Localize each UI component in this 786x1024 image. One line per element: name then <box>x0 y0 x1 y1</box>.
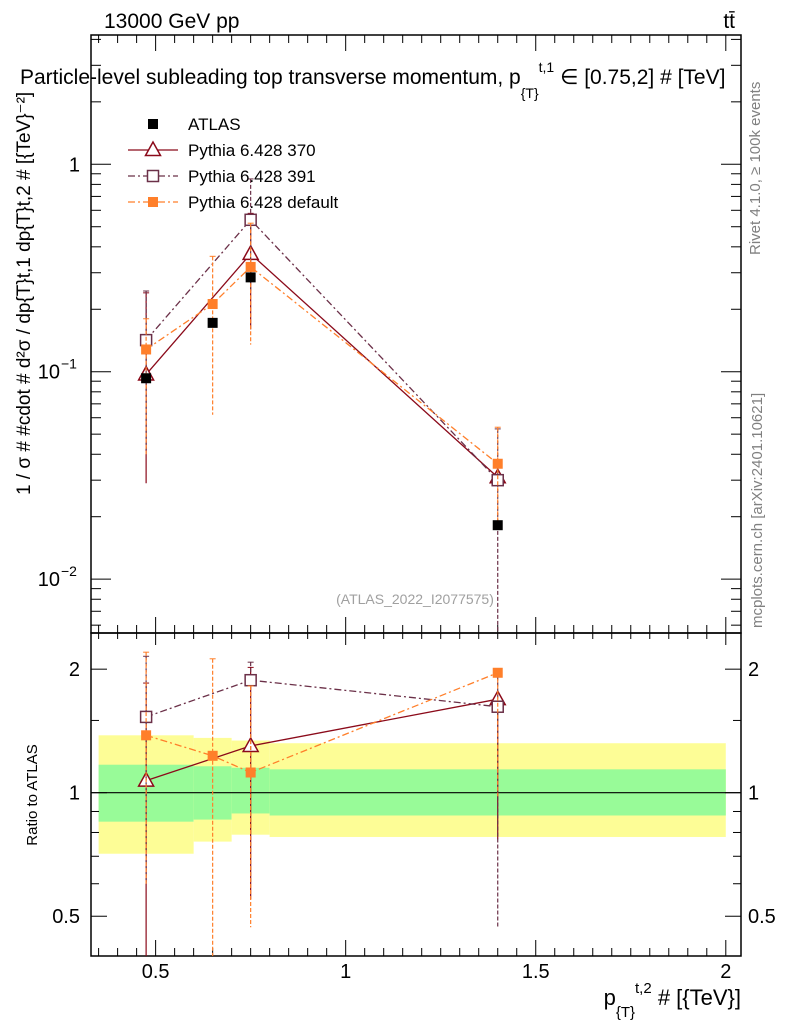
y-tick-exponent: −1 <box>61 356 77 372</box>
point-pythia-6-428-default <box>245 261 256 272</box>
legend: ATLAS Pythia 6.428 370 Pythia 6.428 391 Pyt… <box>128 115 339 212</box>
y-tick-exponent: −2 <box>61 563 77 579</box>
ratio-tick-label-right: 1 <box>748 783 759 805</box>
point-pythia-6-428-default <box>141 344 152 355</box>
series-line-pythia-6-428-370 <box>145 252 499 478</box>
point-atlas <box>245 272 256 283</box>
ratio-tick-label-left: 0.5 <box>52 906 80 928</box>
y-tick-label: 10 <box>38 569 60 591</box>
axis-ticks: 0.5 1 1.5 210 −210 −110.5 0.51 12 2 <box>38 35 776 983</box>
ratio-y-axis-label: Ratio to ATLAS <box>24 744 41 845</box>
ratio-point-pythia-6-428-default <box>141 730 152 741</box>
legend-marker-pythia-6-428-370 <box>144 140 162 157</box>
point-pythia-6-428-default <box>207 299 218 310</box>
legend-label-atlas: ATLAS <box>188 115 241 134</box>
y-tick-label: 10 <box>38 362 60 384</box>
ratio-tick-label-right: 0.5 <box>748 906 776 928</box>
legend-label-pythia-6-428-370: Pythia 6.428 370 <box>188 141 316 160</box>
x-tick-label: 1.5 <box>522 961 550 983</box>
x-tick-label: 1 <box>340 961 351 983</box>
ratio-point-pythia-6-428-370 <box>241 736 260 753</box>
x-axis-label: p{T}t,2 # [{TeV}] <box>604 980 741 1021</box>
point-atlas <box>141 373 152 384</box>
point-pythia-6-428-default <box>492 458 503 469</box>
plot-title: Particle-level subleading top transverse… <box>20 59 725 101</box>
ratio-point-pythia-6-428-391 <box>244 673 257 687</box>
ratio-point-pythia-6-428-391 <box>139 710 153 724</box>
ratio-tick-label-left: 2 <box>69 659 80 681</box>
ratio-tick-label-left: 1 <box>69 783 80 805</box>
main-series-marks <box>137 178 507 633</box>
ratio-point-pythia-6-428-default <box>207 750 218 761</box>
analysis-id: (ATLAS_2022_I2077575) <box>336 591 494 607</box>
mcplots-label: mcplots.cern.ch [arXiv:2401.10621] <box>749 393 766 628</box>
point-atlas <box>492 520 503 531</box>
plot-frames <box>90 34 742 957</box>
series-line-pythia-6-428-default <box>145 266 499 465</box>
rivet-label: Rivet 4.1.0, ≥ 100k events <box>747 82 764 255</box>
series-line-pythia-6-428-391 <box>145 218 499 481</box>
process-label: tt̄ <box>723 10 735 33</box>
legend-marker-atlas <box>148 119 158 129</box>
ratio-line-pythia-6-428-default <box>145 672 498 774</box>
ratio-point-pythia-6-428-default <box>492 667 503 678</box>
y-tick-label: 1 <box>69 154 80 176</box>
ratio-uncertainty-bands <box>91 735 741 854</box>
ratio-plot-frame <box>90 632 742 957</box>
ratio-tick-label-right: 2 <box>748 659 759 681</box>
legend-marker-pythia-6-428-391 <box>146 169 160 183</box>
point-atlas <box>207 317 218 328</box>
x-tick-label: 2 <box>720 961 731 983</box>
legend-label-pythia-6-428-default: Pythia 6.428 default <box>188 193 339 212</box>
point-pythia-6-428-391 <box>491 473 504 487</box>
energy-label: 13000 GeV pp <box>104 10 239 33</box>
ratio-point-pythia-6-428-default <box>245 767 256 778</box>
main-y-axis-label: 1 / σ # #cdot # d²σ / dp{T}t,1 dp{T}t,2 … <box>14 92 35 495</box>
legend-label-pythia-6-428-391: Pythia 6.428 391 <box>188 167 316 186</box>
legend-marker-pythia-6-428-default <box>148 197 158 207</box>
ratio-line-pythia-6-428-391 <box>145 679 498 718</box>
ratio-series-marks <box>137 651 507 956</box>
x-tick-label: 0.5 <box>142 961 170 983</box>
